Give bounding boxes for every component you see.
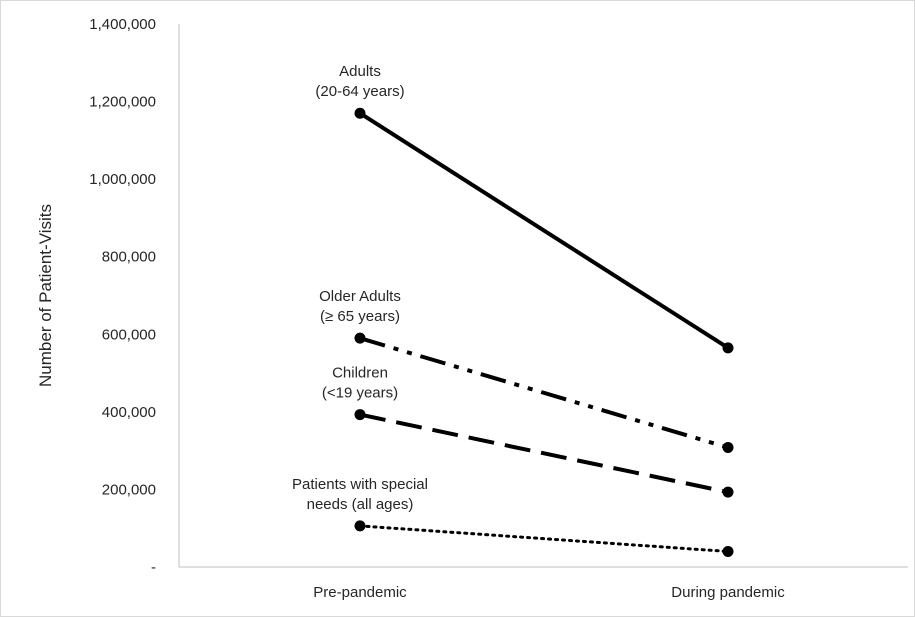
data-point [722, 342, 734, 354]
y-axis-ticks: - 200,000 400,000 600,000 800,000 1,000,000 1,… [89, 16, 156, 576]
y-tick-label: 1,200,000 [89, 94, 156, 111]
series-label: needs (all ages) [307, 496, 414, 513]
series-label: (20-64 years) [315, 83, 404, 100]
y-axis-title: Number of Patient-Visits [36, 204, 55, 387]
series-label: (<19 years) [322, 385, 398, 402]
data-point [722, 545, 734, 557]
data-point [722, 486, 734, 498]
series-line [358, 524, 730, 553]
y-tick-label: 400,000 [102, 404, 156, 421]
series-2 [354, 409, 734, 498]
series-1 [354, 332, 734, 454]
series-label: (≥ 65 years) [320, 308, 400, 325]
x-axis-ticks: Pre-pandemic During pandemic [313, 584, 785, 601]
series-label: Older Adults [319, 288, 401, 305]
series-line [359, 412, 729, 495]
series-lines [354, 107, 734, 557]
data-point [722, 442, 734, 454]
y-tick-label: 1,400,000 [89, 16, 156, 33]
series-0 [354, 107, 734, 354]
series-3 [354, 520, 734, 557]
series-line [358, 111, 730, 350]
series-labels: Adults (20-64 years) Older Adults (≥ 65 yea… [292, 63, 428, 513]
y-tick-label: 200,000 [102, 481, 156, 498]
axes [178, 24, 908, 568]
y-tick-label: 1,000,000 [89, 171, 156, 188]
series-line [359, 336, 729, 450]
x-tick-label: During pandemic [671, 584, 785, 601]
data-point [354, 409, 366, 421]
series-label: Children [332, 365, 388, 382]
data-point [354, 107, 366, 119]
data-point [354, 332, 366, 344]
data-point [354, 520, 366, 532]
y-tick-label: 600,000 [102, 326, 156, 343]
y-tick-label: - [151, 559, 156, 576]
series-label: Adults [339, 63, 381, 80]
series-label: Patients with special [292, 476, 428, 493]
y-tick-label: 800,000 [102, 249, 156, 266]
x-tick-label: Pre-pandemic [313, 584, 407, 601]
